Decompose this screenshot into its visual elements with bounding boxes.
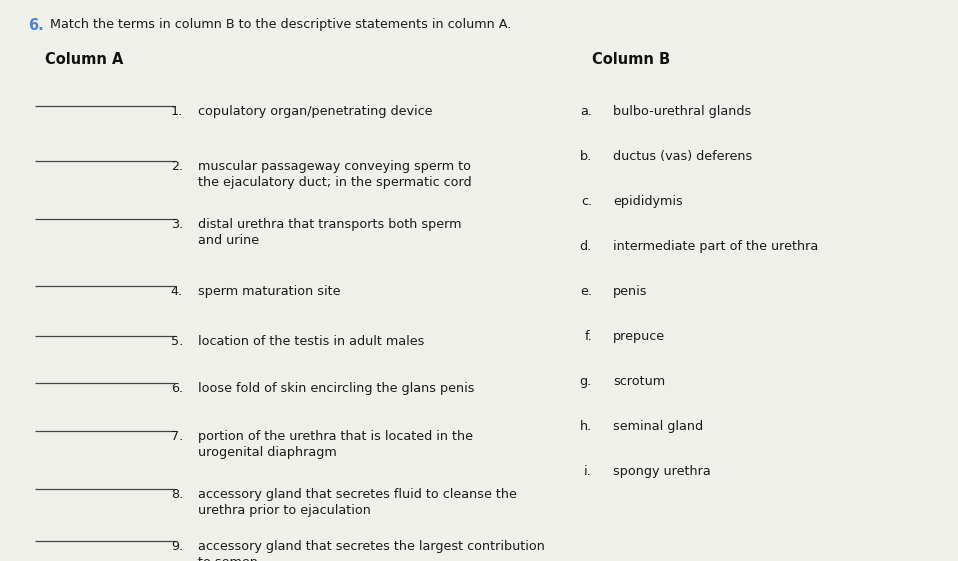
Text: Match the terms in column B to the descriptive statements in column A.: Match the terms in column B to the descr… bbox=[50, 18, 512, 31]
Text: ductus (vas) deferens: ductus (vas) deferens bbox=[613, 150, 752, 163]
Text: 5.: 5. bbox=[171, 335, 183, 348]
Text: loose fold of skin encircling the glans penis: loose fold of skin encircling the glans … bbox=[198, 382, 474, 395]
Text: b.: b. bbox=[580, 150, 592, 163]
Text: accessory gland that secretes fluid to cleanse the: accessory gland that secretes fluid to c… bbox=[198, 488, 517, 501]
Text: 3.: 3. bbox=[171, 218, 183, 231]
Text: i.: i. bbox=[584, 465, 592, 478]
Text: the ejaculatory duct; in the spermatic cord: the ejaculatory duct; in the spermatic c… bbox=[198, 176, 471, 189]
Text: 6.: 6. bbox=[171, 382, 183, 395]
Text: urogenital diaphragm: urogenital diaphragm bbox=[198, 446, 337, 459]
Text: portion of the urethra that is located in the: portion of the urethra that is located i… bbox=[198, 430, 473, 443]
Text: f.: f. bbox=[584, 330, 592, 343]
Text: 8.: 8. bbox=[171, 488, 183, 501]
Text: epididymis: epididymis bbox=[613, 195, 683, 208]
Text: prepuce: prepuce bbox=[613, 330, 665, 343]
Text: spongy urethra: spongy urethra bbox=[613, 465, 711, 478]
Text: 6.: 6. bbox=[28, 18, 44, 33]
Text: e.: e. bbox=[580, 285, 592, 298]
Text: penis: penis bbox=[613, 285, 648, 298]
Text: muscular passageway conveying sperm to: muscular passageway conveying sperm to bbox=[198, 160, 471, 173]
Text: urethra prior to ejaculation: urethra prior to ejaculation bbox=[198, 504, 371, 517]
Text: intermediate part of the urethra: intermediate part of the urethra bbox=[613, 240, 818, 253]
Text: distal urethra that transports both sperm: distal urethra that transports both sper… bbox=[198, 218, 462, 231]
Text: 4.: 4. bbox=[171, 285, 183, 298]
Text: accessory gland that secretes the largest contribution: accessory gland that secretes the larges… bbox=[198, 540, 545, 553]
Text: seminal gland: seminal gland bbox=[613, 420, 703, 433]
Text: a.: a. bbox=[580, 105, 592, 118]
Text: d.: d. bbox=[580, 240, 592, 253]
Text: sperm maturation site: sperm maturation site bbox=[198, 285, 340, 298]
Text: 9.: 9. bbox=[171, 540, 183, 553]
Text: copulatory organ/penetrating device: copulatory organ/penetrating device bbox=[198, 105, 432, 118]
Text: g.: g. bbox=[580, 375, 592, 388]
Text: to semen: to semen bbox=[198, 556, 258, 561]
Text: 2.: 2. bbox=[171, 160, 183, 173]
Text: 7.: 7. bbox=[171, 430, 183, 443]
Text: Column B: Column B bbox=[592, 52, 671, 67]
Text: and urine: and urine bbox=[198, 234, 259, 247]
Text: c.: c. bbox=[581, 195, 592, 208]
Text: 1.: 1. bbox=[171, 105, 183, 118]
Text: location of the testis in adult males: location of the testis in adult males bbox=[198, 335, 424, 348]
Text: bulbo-urethral glands: bulbo-urethral glands bbox=[613, 105, 751, 118]
Text: Column A: Column A bbox=[45, 52, 124, 67]
Text: scrotum: scrotum bbox=[613, 375, 665, 388]
Text: h.: h. bbox=[580, 420, 592, 433]
